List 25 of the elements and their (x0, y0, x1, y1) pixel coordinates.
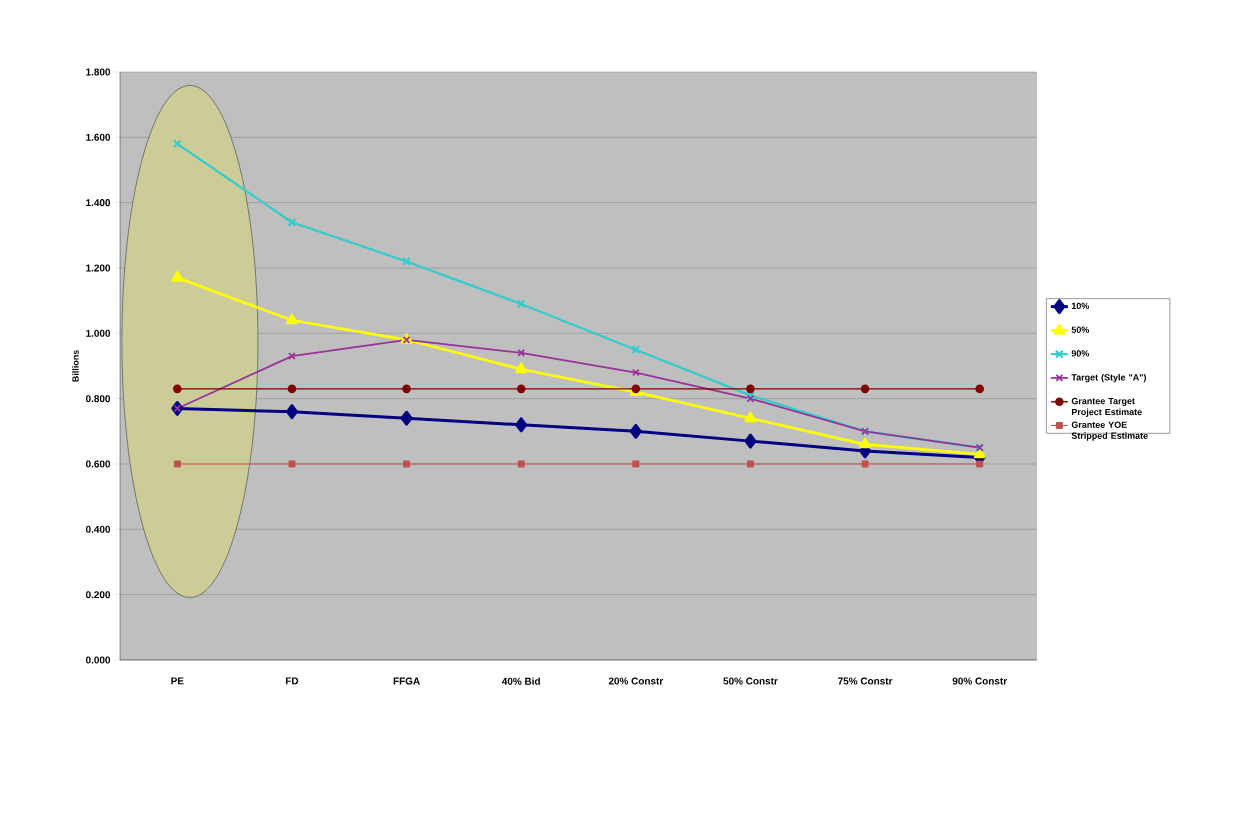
legend-label: Grantee Target Project Estimate (1071, 397, 1142, 417)
legend-label: 10% (1071, 302, 1090, 310)
x-tick-label: 50% Constr (723, 677, 778, 685)
y-tick-label: 1.000 (86, 329, 111, 337)
x-tick-label: 90% Constr (952, 677, 1007, 685)
y-axis-title: Billions (72, 350, 79, 382)
y-tick-label: 0.800 (85, 395, 111, 403)
y-tick-label: 1.800 (86, 68, 111, 76)
x-tick-label: FFGA (393, 677, 420, 685)
x-tick-label: 20% Constr (608, 677, 664, 685)
y-tick-label: 0.000 (85, 656, 111, 664)
legend-label: Target (Style "A") (1071, 373, 1146, 383)
legend-label: 50% (1071, 326, 1090, 333)
x-tick-label: FD (285, 677, 299, 685)
y-tick-label: 1.400 (86, 199, 111, 207)
y-tick-label: 1.200 (86, 264, 111, 272)
legend-label: 90% (1071, 350, 1090, 357)
y-tick-label: 0.600 (85, 460, 111, 468)
y-tick-label: 1.600 (86, 133, 111, 141)
y-tick-label: 0.200 (85, 591, 111, 599)
x-tick-label: 40% Bid (501, 677, 540, 685)
y-tick-label: 0.400 (85, 525, 111, 533)
x-tick-label: 75% Constr (838, 677, 893, 685)
legend-label: Grantee YOE Stripped Estimate (1071, 421, 1148, 441)
x-tick-label: PE (171, 677, 184, 685)
